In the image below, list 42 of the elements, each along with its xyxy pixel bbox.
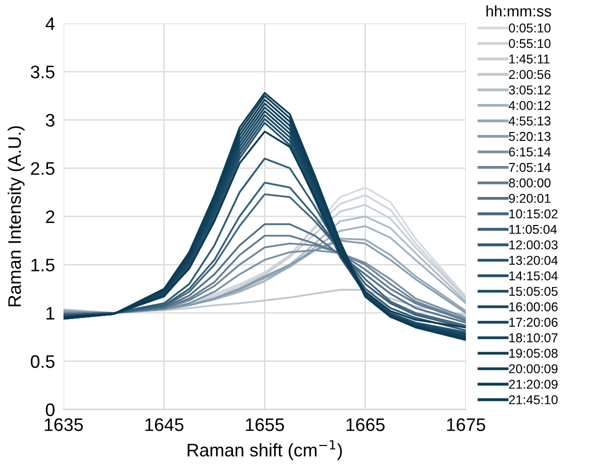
y-tick-label: 1.5: [31, 258, 54, 272]
legend-label: 13:20:04: [509, 256, 558, 265]
legend-label: 4:55:13: [508, 116, 550, 126]
x-tick-label: 1635: [44, 418, 83, 432]
legend-label: 12:00:03: [509, 240, 558, 250]
y-tick-label: 0.5: [30, 355, 54, 368]
legend-label: 0:05:10: [508, 24, 551, 33]
legend-label: 4:00:12: [508, 100, 550, 110]
y-tick-label: 2: [46, 210, 54, 223]
y-tick-label: 3: [46, 114, 54, 127]
y-tick-label: 4: [46, 18, 55, 30]
legend-label: 21:20:09: [509, 380, 558, 389]
x-tick-label: 1655: [246, 418, 284, 432]
legend-label: 17:20:06: [509, 318, 558, 327]
legend-label: 7:05:14: [509, 162, 551, 172]
legend-label: 10:15:02: [509, 209, 558, 218]
legend-label: 6:15:14: [509, 147, 551, 156]
legend-label: 14:15:04: [509, 271, 558, 280]
legend-label: 5:20:13: [508, 132, 550, 141]
x-axis-title: Raman shift (cm$^{−1}$): [188, 440, 342, 460]
y-axis-title: Raman Intensity (A.U.): [8, 126, 25, 306]
y-tick-label: 0: [46, 403, 54, 416]
y-tick-label: 3.5: [30, 66, 54, 78]
x-tick-label: 1665: [346, 418, 385, 432]
legend-label: 2:00:56: [509, 70, 550, 80]
y-tick-label: 1: [46, 307, 54, 320]
legend-label: 11:05:04: [509, 224, 557, 234]
legend-label: 19:05:08: [509, 348, 558, 358]
legend-label: 8:00:00: [508, 178, 551, 188]
legend-label: 21:45:10: [509, 395, 558, 404]
legend-label: 16:00:06: [509, 302, 558, 312]
legend-title: hh:mm:ss: [486, 5, 552, 17]
y-tick-label: 2.5: [31, 162, 54, 175]
legend-label: 1:45:11: [509, 54, 550, 64]
legend-label: 20:00:09: [509, 364, 558, 374]
legend-label: 0:55:10: [508, 38, 551, 48]
legend-label: 3:05:12: [508, 85, 550, 95]
x-tick-label: 1645: [145, 418, 184, 432]
x-tick-label: 1675: [447, 418, 486, 432]
legend-label: 9:20:01: [508, 194, 550, 203]
legend-label: 15:05:05: [509, 286, 558, 296]
legend-label: 18:10:07: [509, 333, 558, 342]
